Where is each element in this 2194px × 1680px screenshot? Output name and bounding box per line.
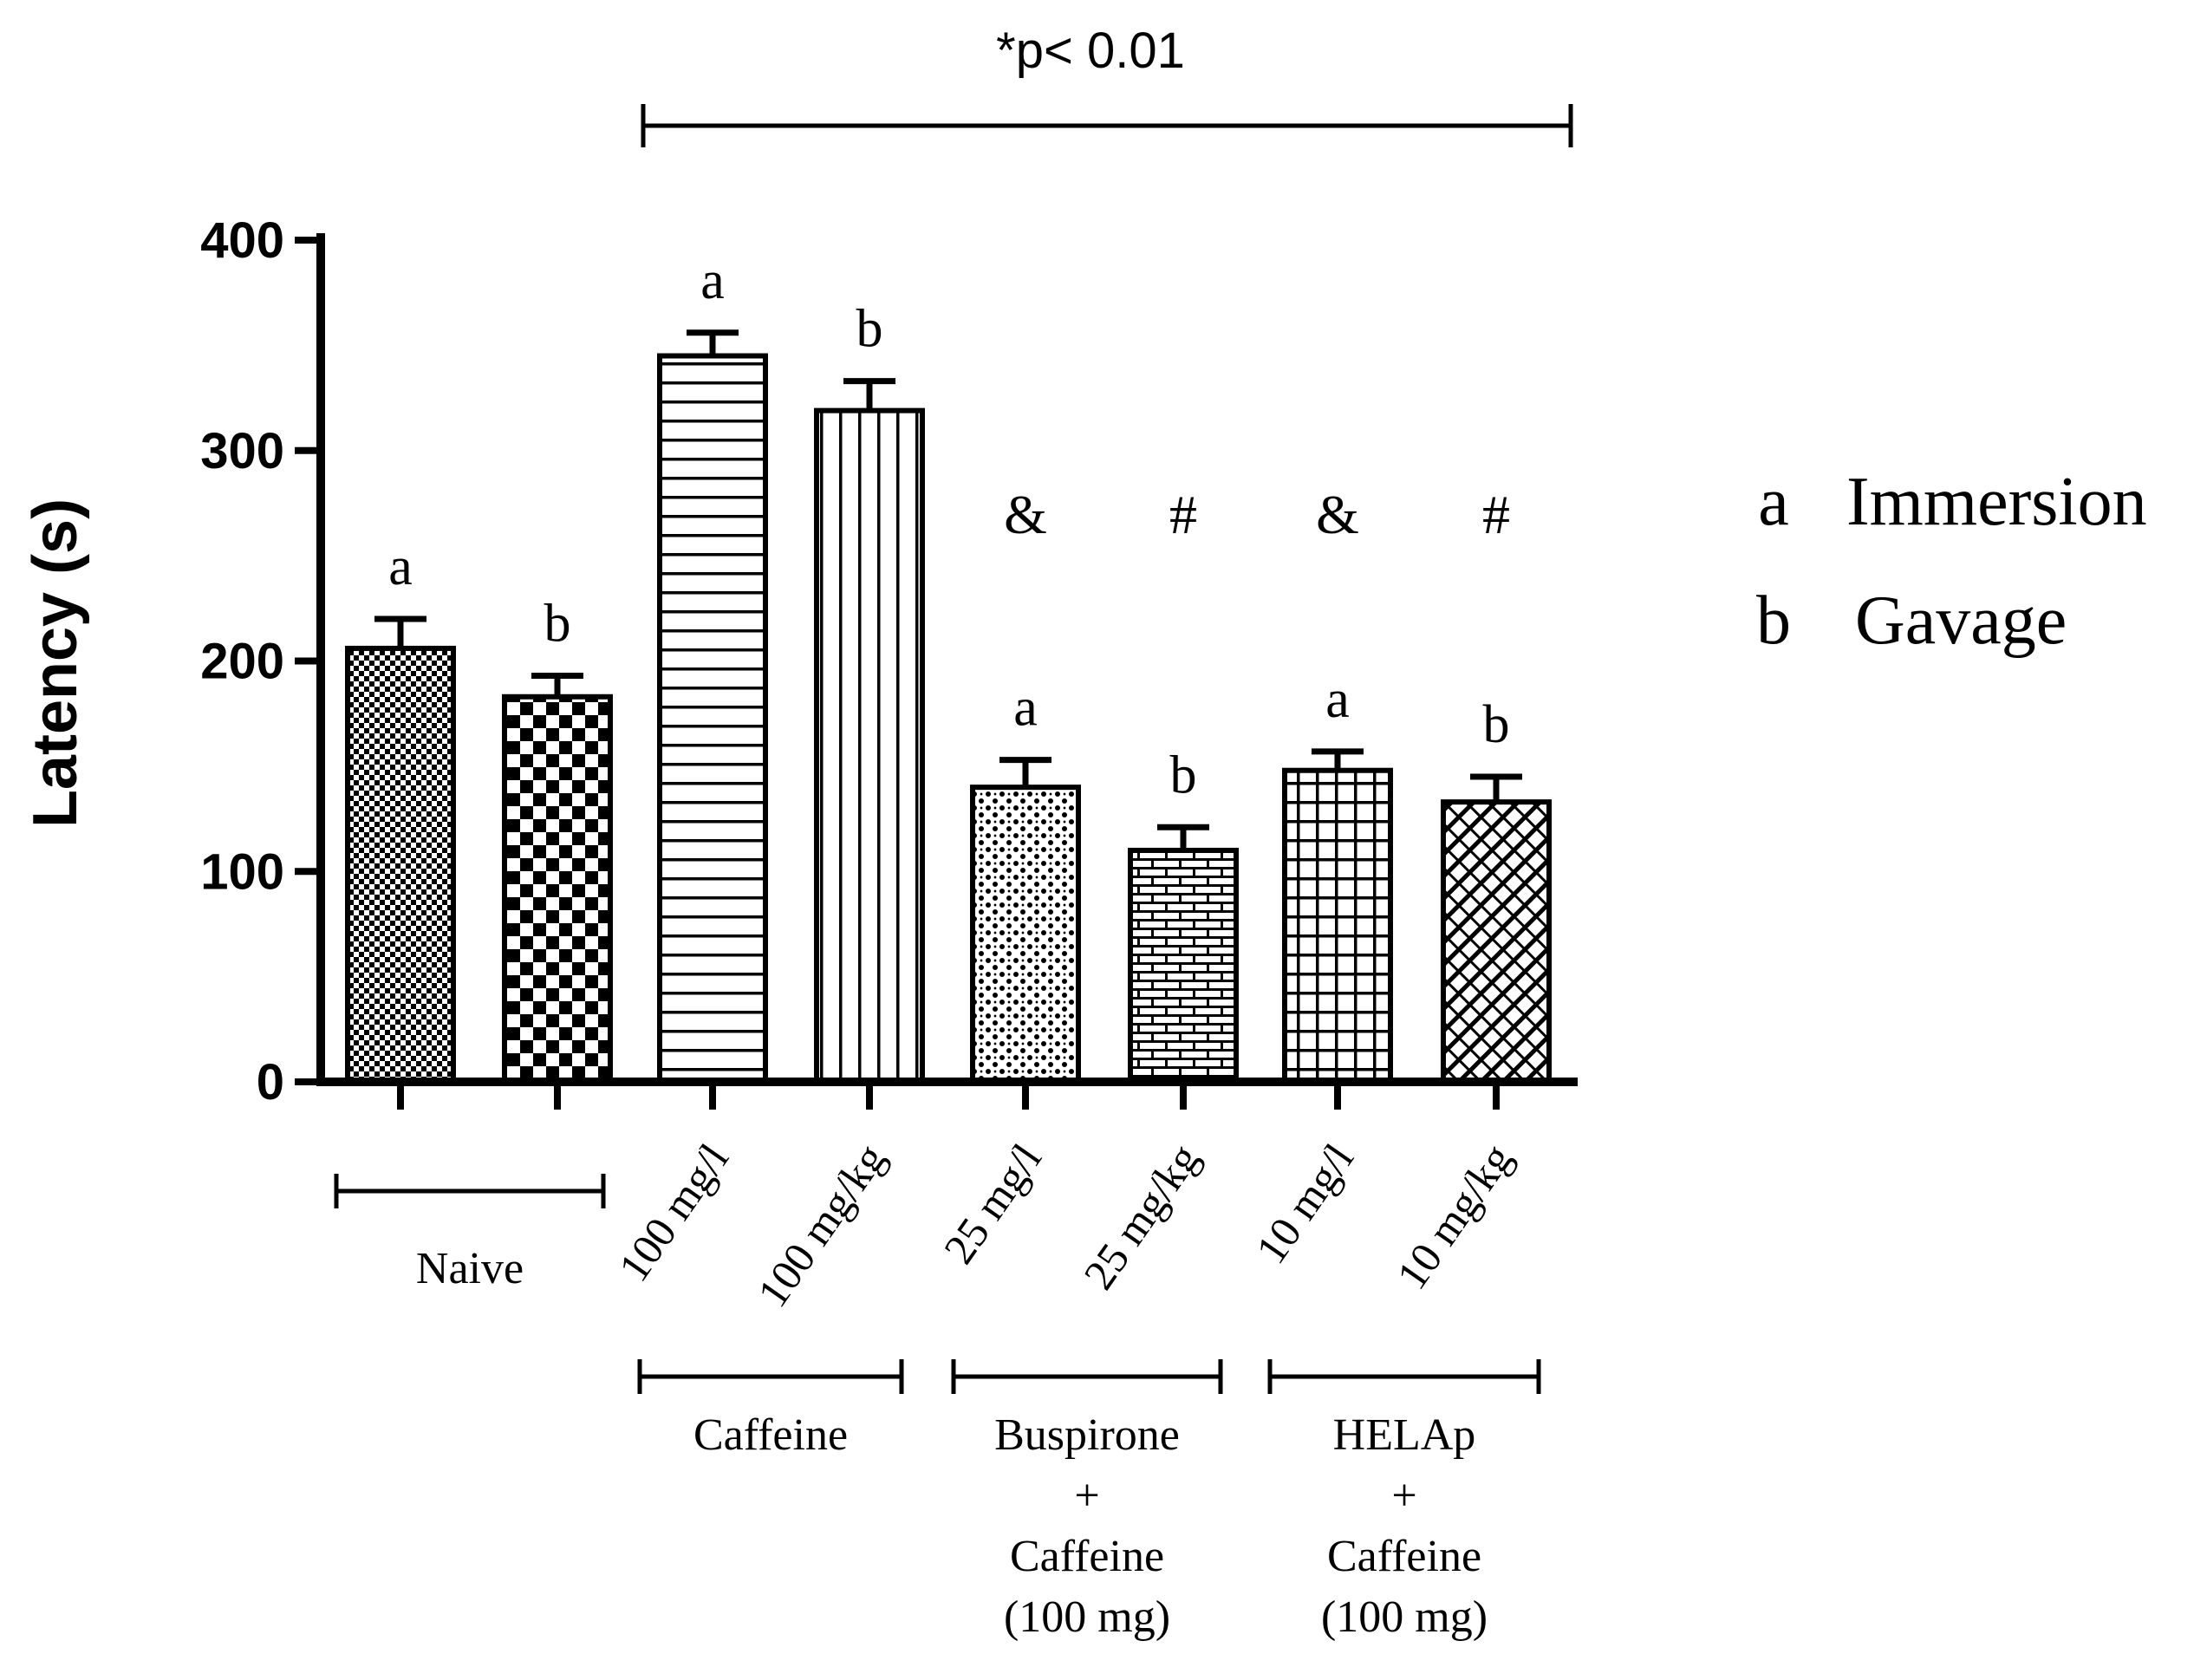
y-tick-label: 300 [200, 423, 284, 479]
bar-route-label: a [388, 537, 413, 596]
y-tick-label: 400 [200, 212, 284, 269]
x-tick-label: 25 mg/l [934, 1135, 1051, 1272]
bar [502, 693, 613, 1085]
group-label: Buspirone [994, 1410, 1180, 1460]
x-tick-label: 100 mg/kg [748, 1135, 895, 1315]
legend-label: Gavage [1855, 583, 2067, 659]
group-label: Caffeine [1327, 1532, 1481, 1581]
x-tick-label: 10 mg/l [1247, 1135, 1363, 1272]
bar [814, 407, 925, 1084]
axis-layer [295, 233, 1578, 1110]
y-tick-label: 0 [257, 1054, 284, 1110]
x-tick-label: 100 mg/l [609, 1135, 738, 1290]
legend: a Immersion b Gavage [1756, 464, 2147, 659]
group-label: Caffeine [1010, 1532, 1164, 1581]
bar-route-label: a [700, 251, 725, 310]
labels-layer: a b a 100 mg/l b 100 mg/kg a & 25 mg/l b #25 mg/kg… [21, 212, 1521, 1316]
bar-route-label: b [1170, 746, 1197, 804]
bar-route-label: b [544, 594, 571, 653]
bar [1282, 767, 1393, 1084]
group-label: + [1391, 1471, 1416, 1520]
x-tick-label: 25 mg/kg [1074, 1135, 1208, 1298]
bar-route-label: b [856, 300, 883, 359]
bar [1441, 799, 1552, 1085]
group-label: Caffeine [693, 1410, 848, 1460]
bar-route-label: b [1483, 695, 1510, 754]
significance-symbol: # [1482, 484, 1510, 545]
bar [345, 645, 456, 1084]
legend-label: Immersion [1846, 464, 2147, 540]
significance-symbol: & [1004, 484, 1047, 545]
legend-key: a [1758, 464, 1789, 540]
group-label: HELAp [1333, 1410, 1476, 1460]
bar-route-label: a [1325, 670, 1350, 729]
group-label: (100 mg) [1321, 1592, 1488, 1642]
y-tick-label: 100 [200, 843, 284, 900]
bar [970, 785, 1081, 1085]
significance-symbol: & [1316, 484, 1359, 545]
bars-layer [345, 329, 1552, 1085]
bar [1128, 847, 1239, 1084]
y-axis-title: Latency (s) [21, 498, 90, 828]
annotation-layer: *p< 0.01 Naive Caffeine Buspirone + Caffeine (… [334, 23, 1573, 1642]
significance-label: *p< 0.01 [996, 23, 1185, 79]
y-tick-label: 200 [200, 634, 284, 690]
group-label: Naive [416, 1244, 524, 1293]
x-tick-label: 10 mg/kg [1387, 1135, 1521, 1298]
significance-symbol: # [1169, 484, 1197, 545]
bar-route-label: a [1013, 679, 1038, 738]
legend-key: b [1756, 583, 1791, 659]
group-label: (100 mg) [1004, 1592, 1170, 1642]
bar [657, 353, 768, 1084]
group-label: + [1074, 1471, 1099, 1520]
